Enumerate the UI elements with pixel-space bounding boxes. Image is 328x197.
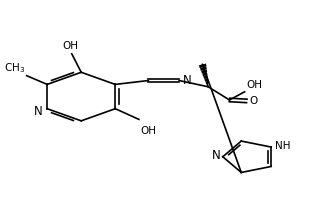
Text: N: N	[34, 105, 43, 118]
Text: N: N	[212, 149, 220, 162]
Text: NH: NH	[275, 141, 291, 151]
Text: O: O	[249, 96, 257, 106]
Text: CH$_3$: CH$_3$	[4, 61, 25, 75]
Text: N: N	[183, 74, 192, 87]
Text: OH: OH	[246, 80, 262, 90]
Text: OH: OH	[140, 126, 156, 136]
Text: OH: OH	[62, 42, 78, 51]
